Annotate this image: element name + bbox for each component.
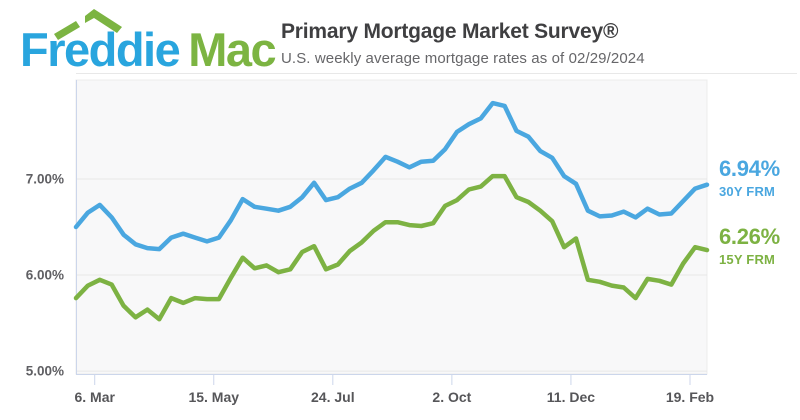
- current-rate-30y: 6.94% 30Y FRM: [719, 156, 780, 199]
- y-axis-label: 5.00%: [26, 364, 64, 379]
- series-line-30y-frm: [73, 100, 710, 252]
- title-block: Primary Mortgage Market Survey® U.S. wee…: [281, 20, 645, 67]
- page-subtitle: U.S. weekly average mortgage rates as of…: [281, 50, 645, 68]
- logo-word-freddie: Freddie: [20, 23, 181, 76]
- series-line-15y-frm: [73, 173, 710, 322]
- x-axis-label: 24. Jul: [311, 389, 355, 405]
- current-rate-15y: 6.26% 15Y FRM: [719, 224, 780, 267]
- x-axis-label: 19. Feb: [666, 389, 714, 405]
- x-axis-label: 2. Oct: [432, 389, 471, 405]
- x-axis-label: 6. Mar: [74, 389, 115, 405]
- freddie-mac-logo: Freddie Mac: [20, 23, 277, 76]
- x-axis-label: 11. Dec: [547, 389, 595, 405]
- logo-word-mac: Mac: [188, 23, 276, 76]
- y-axis-label: 7.00%: [26, 171, 64, 186]
- current-rate-30y-value: 6.94%: [719, 156, 780, 181]
- current-rate-15y-name: 15Y FRM: [719, 252, 776, 267]
- y-axis-label: 6.00%: [26, 268, 64, 283]
- current-rate-30y-name: 30Y FRM: [719, 184, 776, 199]
- page-title: Primary Mortgage Market Survey®: [281, 20, 619, 43]
- current-rate-15y-value: 6.26%: [719, 224, 780, 249]
- x-axis-label: 15. May: [188, 389, 239, 405]
